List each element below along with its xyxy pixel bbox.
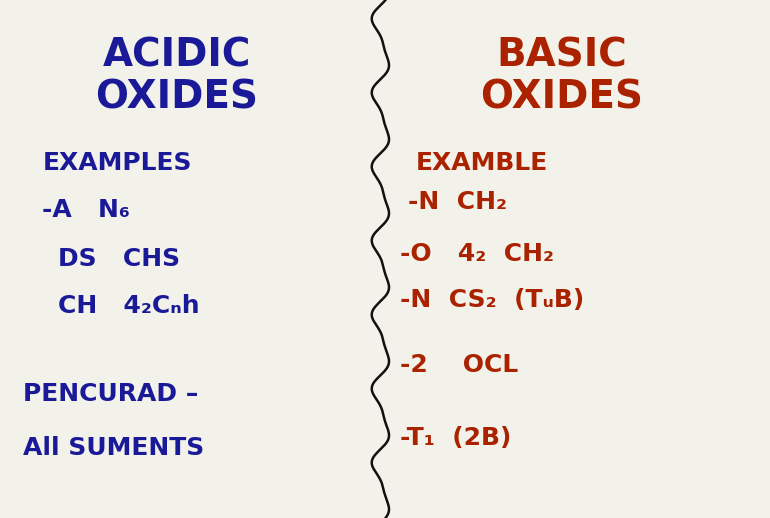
Text: CH   4₂Cₙh: CH 4₂Cₙh xyxy=(58,294,199,318)
Text: -N  CH₂: -N CH₂ xyxy=(408,190,507,214)
Text: EXAMBLE: EXAMBLE xyxy=(416,151,548,175)
Text: -2    OCL: -2 OCL xyxy=(400,353,519,377)
Text: All SUMENTS: All SUMENTS xyxy=(23,436,204,460)
Text: -O   4₂  CH₂: -O 4₂ CH₂ xyxy=(400,242,554,266)
Text: BASIC
OXIDES: BASIC OXIDES xyxy=(480,36,644,117)
Text: EXAMPLES: EXAMPLES xyxy=(42,151,192,175)
Text: DS   CHS: DS CHS xyxy=(58,247,180,271)
Text: -A   N₆: -A N₆ xyxy=(42,198,130,222)
Text: PENCURAD –: PENCURAD – xyxy=(23,382,199,406)
Text: ACIDIC
OXIDES: ACIDIC OXIDES xyxy=(95,36,259,117)
Text: -T₁  (2B): -T₁ (2B) xyxy=(400,426,512,450)
Text: -N  CS₂  (TᵤB): -N CS₂ (TᵤB) xyxy=(400,289,584,312)
